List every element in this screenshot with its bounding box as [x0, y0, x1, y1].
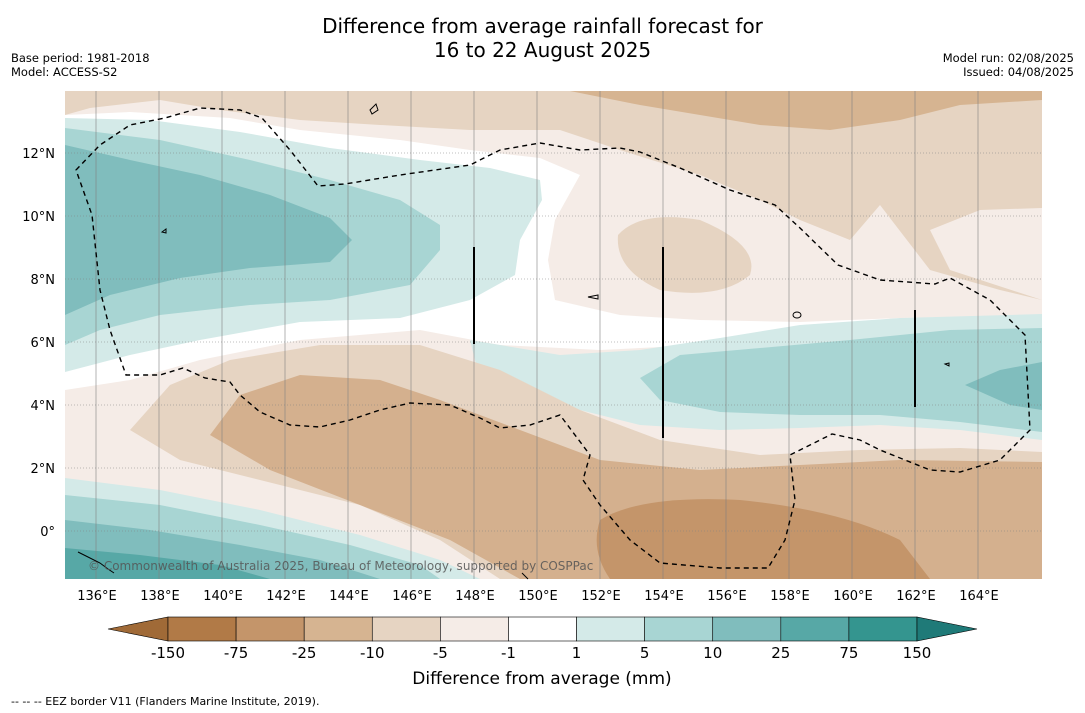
colorbar-segment	[440, 616, 509, 642]
lat-tick-labels: 12°N 10°N 8°N 6°N 4°N 2°N 0°	[22, 147, 55, 540]
colorbar-tick-label: -25	[292, 644, 317, 662]
vertical-markers	[473, 247, 916, 438]
lon-label: 138°E	[140, 589, 180, 604]
colorbar-segment	[780, 616, 850, 642]
colorbar-tick-label: 10	[703, 644, 722, 662]
island	[792, 311, 802, 319]
island	[369, 103, 379, 115]
island	[77, 551, 115, 574]
lon-label: 152°E	[581, 589, 621, 604]
colorbar-segment	[712, 616, 782, 642]
colorbar-tick-label: 150	[903, 644, 932, 662]
colorbar-segment	[235, 616, 305, 642]
contour-wet-east	[640, 328, 1042, 432]
run-info: Model run: 02/08/2025 Issued: 04/08/2025	[943, 51, 1074, 79]
contour-dry-center	[617, 217, 752, 293]
island	[587, 294, 599, 300]
colorbar-segment	[303, 616, 373, 642]
lat-label: 4°N	[31, 399, 56, 414]
lon-label: 158°E	[770, 589, 810, 604]
title-line-2: 16 to 22 August 2025	[433, 38, 652, 62]
eez-border	[75, 107, 1031, 569]
contour-field	[65, 91, 1042, 579]
lon-label: 142°E	[266, 589, 306, 604]
colorbar: -150 -75 -25 -10 -5 -1 1 5 10 25 75 150	[107, 616, 978, 662]
eez-footnote: -- -- -- EEZ border V11 (Flanders Marine…	[11, 695, 320, 708]
contour-dry-north	[65, 91, 1042, 300]
colorbar-tick-label: -75	[224, 644, 249, 662]
model-name: Model: ACCESS-S2	[11, 65, 118, 79]
lat-label: 6°N	[31, 336, 56, 351]
model-run: Model run: 02/08/2025	[942, 51, 1074, 65]
lat-label: 2°N	[31, 462, 56, 477]
lon-label: 164°E	[959, 589, 999, 604]
colorbar-tick-label: 75	[839, 644, 858, 662]
colorbar-title: Difference from average (mm)	[412, 669, 671, 689]
colorbar-arrow-left	[107, 616, 169, 642]
lon-label: 150°E	[518, 589, 558, 604]
contour-wet-north-strong	[65, 145, 352, 315]
colorbar-segment	[644, 616, 714, 642]
lon-label: 146°E	[392, 589, 432, 604]
issued-date: Issued: 04/08/2025	[963, 65, 1074, 79]
copyright-text: © Commonwealth of Australia 2025, Bureau…	[88, 559, 593, 573]
colorbar-segment	[508, 616, 577, 642]
lat-label: 12°N	[22, 147, 55, 162]
colorbar-segment	[848, 616, 918, 642]
lon-label: 140°E	[203, 589, 243, 604]
contour-dry-south-strong	[596, 499, 930, 579]
colorbar-tick-label: -150	[151, 644, 185, 662]
lon-label: 156°E	[707, 589, 747, 604]
lon-label: 160°E	[833, 589, 873, 604]
colorbar-tick-label: 1	[572, 644, 582, 662]
colorbar-tick-label: 25	[771, 644, 790, 662]
contour-dry-north-strong	[570, 91, 1042, 130]
contour-wet-east-strong	[965, 362, 1042, 410]
colorbar-arrow-right	[916, 616, 978, 642]
colorbar-segment	[167, 616, 237, 642]
colorbar-tick-label: -5	[433, 644, 448, 662]
contour-wet-southwest-max	[65, 548, 270, 579]
lat-label: 8°N	[31, 273, 56, 288]
lon-label: 148°E	[455, 589, 495, 604]
island	[160, 228, 167, 234]
title-line-1: Difference from average rainfall forecas…	[322, 14, 763, 38]
lat-label: 0°	[40, 525, 55, 540]
base-period: Base period: 1981-2018	[11, 51, 150, 65]
lon-label: 136°E	[77, 589, 117, 604]
islands	[77, 103, 950, 580]
colorbar-tick-label: -10	[360, 644, 385, 662]
colorbar-tick-label: -1	[501, 644, 516, 662]
graticule-lat	[65, 152, 1042, 532]
lon-label: 144°E	[329, 589, 369, 604]
island	[943, 362, 950, 367]
base-info: Base period: 1981-2018 Model: ACCESS-S2	[11, 51, 150, 79]
lon-tick-labels: 136°E 138°E 140°E 142°E 144°E 146°E 148°…	[77, 589, 999, 604]
colorbar-tick-label: 5	[640, 644, 650, 662]
colorbar-segment	[371, 616, 441, 642]
lon-label: 154°E	[644, 589, 684, 604]
map-title: Difference from average rainfall forecas…	[0, 14, 1085, 62]
island	[521, 572, 529, 580]
colorbar-segment	[576, 616, 645, 642]
lon-label: 162°E	[896, 589, 936, 604]
lat-label: 10°N	[22, 210, 55, 225]
